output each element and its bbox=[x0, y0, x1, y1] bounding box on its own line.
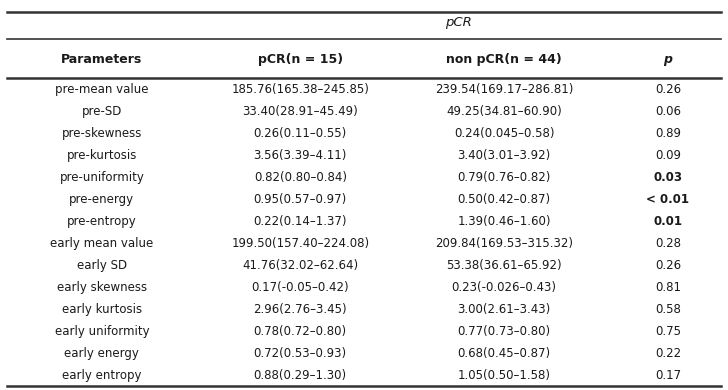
Text: pCR(n = 15): pCR(n = 15) bbox=[258, 53, 343, 66]
Text: 0.58: 0.58 bbox=[655, 303, 681, 316]
Text: pCR: pCR bbox=[446, 16, 472, 29]
Text: 41.76(32.02–62.64): 41.76(32.02–62.64) bbox=[242, 259, 358, 271]
Text: 0.26: 0.26 bbox=[655, 83, 681, 96]
Text: 185.76(165.38–245.85): 185.76(165.38–245.85) bbox=[232, 83, 369, 96]
Text: pre-energy: pre-energy bbox=[69, 193, 135, 206]
Text: pre-mean value: pre-mean value bbox=[55, 83, 149, 96]
Text: 3.00(2.61–3.43): 3.00(2.61–3.43) bbox=[457, 303, 551, 316]
Text: 239.54(169.17–286.81): 239.54(169.17–286.81) bbox=[435, 83, 574, 96]
Text: p: p bbox=[663, 53, 673, 66]
Text: 0.09: 0.09 bbox=[655, 149, 681, 161]
Text: 0.23(-0.026–0.43): 0.23(-0.026–0.43) bbox=[451, 280, 557, 294]
Text: 0.81: 0.81 bbox=[655, 280, 681, 294]
Text: 0.26: 0.26 bbox=[655, 259, 681, 271]
Text: 0.89: 0.89 bbox=[655, 126, 681, 140]
Text: non pCR(n = 44): non pCR(n = 44) bbox=[446, 53, 562, 66]
Text: 0.72(0.53–0.93): 0.72(0.53–0.93) bbox=[254, 347, 347, 360]
Text: 0.03: 0.03 bbox=[654, 170, 682, 184]
Text: early mean value: early mean value bbox=[50, 237, 154, 250]
Text: pre-kurtosis: pre-kurtosis bbox=[67, 149, 137, 161]
Text: early kurtosis: early kurtosis bbox=[62, 303, 142, 316]
Text: pre-skewness: pre-skewness bbox=[62, 126, 142, 140]
Text: 0.68(0.45–0.87): 0.68(0.45–0.87) bbox=[458, 347, 550, 360]
Text: 209.84(169.53–315.32): 209.84(169.53–315.32) bbox=[435, 237, 573, 250]
Text: 1.39(0.46–1.60): 1.39(0.46–1.60) bbox=[457, 215, 551, 227]
Text: 0.06: 0.06 bbox=[655, 105, 681, 117]
Text: pre-uniformity: pre-uniformity bbox=[60, 170, 144, 184]
Text: pre-entropy: pre-entropy bbox=[67, 215, 137, 227]
Text: 0.50(0.42–0.87): 0.50(0.42–0.87) bbox=[458, 193, 550, 206]
Text: 0.95(0.57–0.97): 0.95(0.57–0.97) bbox=[253, 193, 347, 206]
Text: 0.22: 0.22 bbox=[655, 347, 681, 360]
Text: 0.77(0.73–0.80): 0.77(0.73–0.80) bbox=[458, 324, 550, 338]
Text: 199.50(157.40–224.08): 199.50(157.40–224.08) bbox=[232, 237, 369, 250]
Text: early entropy: early entropy bbox=[62, 369, 142, 381]
Text: 0.24(0.045–0.58): 0.24(0.045–0.58) bbox=[454, 126, 555, 140]
Text: 0.78(0.72–0.80): 0.78(0.72–0.80) bbox=[254, 324, 347, 338]
Text: 33.40(28.91–45.49): 33.40(28.91–45.49) bbox=[242, 105, 358, 117]
Text: 53.38(36.61–65.92): 53.38(36.61–65.92) bbox=[446, 259, 562, 271]
Text: 0.26(0.11–0.55): 0.26(0.11–0.55) bbox=[253, 126, 347, 140]
Text: 0.17(-0.05–0.42): 0.17(-0.05–0.42) bbox=[251, 280, 349, 294]
Text: 0.88(0.29–1.30): 0.88(0.29–1.30) bbox=[254, 369, 347, 381]
Text: early energy: early energy bbox=[65, 347, 139, 360]
Text: 0.28: 0.28 bbox=[655, 237, 681, 250]
Text: early skewness: early skewness bbox=[57, 280, 147, 294]
Text: 49.25(34.81–60.90): 49.25(34.81–60.90) bbox=[446, 105, 562, 117]
Text: 0.82(0.80–0.84): 0.82(0.80–0.84) bbox=[254, 170, 347, 184]
Text: Parameters: Parameters bbox=[61, 53, 143, 66]
Text: 3.40(3.01–3.92): 3.40(3.01–3.92) bbox=[457, 149, 551, 161]
Text: early SD: early SD bbox=[77, 259, 127, 271]
Text: 1.05(0.50–1.58): 1.05(0.50–1.58) bbox=[458, 369, 550, 381]
Text: 0.17: 0.17 bbox=[655, 369, 681, 381]
Text: pre-SD: pre-SD bbox=[82, 105, 122, 117]
Text: < 0.01: < 0.01 bbox=[646, 193, 689, 206]
Text: 0.22(0.14–1.37): 0.22(0.14–1.37) bbox=[253, 215, 347, 227]
Text: 0.79(0.76–0.82): 0.79(0.76–0.82) bbox=[457, 170, 551, 184]
Text: 2.96(2.76–3.45): 2.96(2.76–3.45) bbox=[253, 303, 347, 316]
Text: 3.56(3.39–4.11): 3.56(3.39–4.11) bbox=[253, 149, 347, 161]
Text: early uniformity: early uniformity bbox=[55, 324, 149, 338]
Text: 0.01: 0.01 bbox=[654, 215, 682, 227]
Text: 0.75: 0.75 bbox=[655, 324, 681, 338]
